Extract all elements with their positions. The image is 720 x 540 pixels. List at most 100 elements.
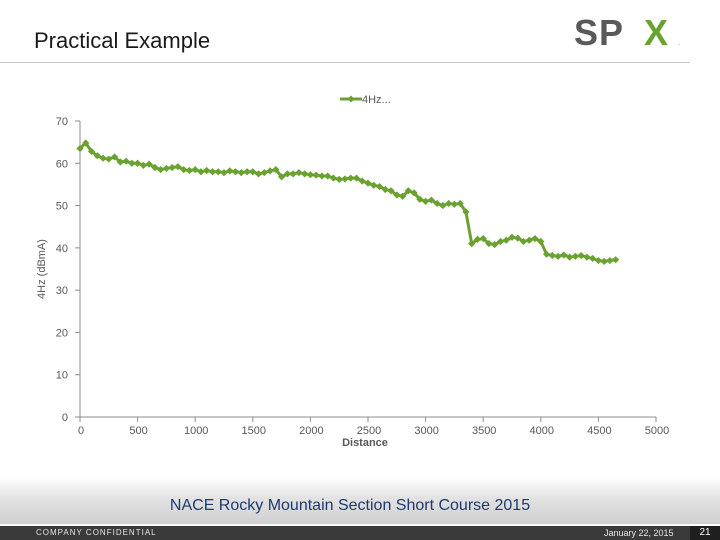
y-tick-label: 0 — [62, 412, 68, 424]
data-point — [422, 197, 430, 205]
data-point — [82, 139, 90, 147]
data-point — [358, 177, 366, 185]
data-point — [249, 168, 257, 176]
data-point — [427, 196, 435, 204]
series-line — [78, 141, 616, 263]
data-point — [410, 189, 418, 197]
data-point — [122, 157, 130, 165]
legend-label: 4Hz... — [362, 94, 391, 106]
data-point — [583, 253, 591, 261]
data-point — [214, 168, 222, 176]
data-point — [519, 237, 528, 246]
data-point — [208, 168, 217, 176]
page-number: 21 — [690, 526, 720, 540]
data-point — [370, 181, 378, 189]
data-point — [99, 154, 107, 162]
data-point — [439, 201, 447, 210]
data-point — [191, 166, 199, 174]
x-tick-label: 1000 — [184, 425, 208, 437]
data-point — [324, 172, 332, 180]
x-tick-label: 5000 — [645, 425, 669, 437]
data-point — [87, 147, 96, 156]
slide-title: Practical Example — [34, 28, 211, 53]
x-tick-label: 500 — [129, 425, 147, 437]
title-divider — [0, 62, 690, 63]
data-point — [180, 166, 188, 174]
y-tick-label: 30 — [56, 285, 68, 297]
data-point — [145, 160, 153, 168]
data-point — [404, 187, 412, 195]
bottom-bar — [0, 526, 720, 540]
confidential-label: COMPANY CONFIDENTIAL — [36, 528, 157, 537]
data-point — [589, 254, 597, 263]
data-point — [375, 182, 384, 191]
data-point — [266, 167, 274, 175]
data-point — [289, 170, 297, 178]
data-point — [341, 175, 349, 183]
y-tick-label: 60 — [56, 158, 68, 170]
x-tick-label: 2500 — [357, 425, 381, 437]
x-tick-label: 2000 — [299, 425, 323, 437]
data-point — [151, 163, 159, 172]
data-point — [542, 250, 551, 258]
chart-legend: 4Hz... — [340, 94, 391, 106]
data-point — [185, 166, 194, 175]
data-point — [393, 191, 401, 199]
y-tick-label: 50 — [56, 201, 68, 213]
spx-logo-graphic: SP X . — [574, 12, 680, 53]
y-tick-label: 40 — [56, 243, 68, 255]
data-point — [525, 236, 533, 244]
chart-plot-area — [76, 139, 620, 265]
data-point — [220, 168, 228, 177]
data-point — [105, 155, 113, 163]
legend-swatch-marker — [347, 95, 355, 103]
data-point — [203, 166, 211, 175]
x-tick-label: 3000 — [414, 425, 438, 437]
data-point — [491, 240, 499, 249]
data-point — [295, 168, 303, 177]
data-point — [174, 163, 182, 171]
data-point — [306, 171, 314, 179]
data-point — [157, 166, 165, 174]
data-point — [571, 252, 579, 260]
data-point — [381, 185, 389, 194]
data-point — [272, 166, 280, 174]
data-point — [110, 153, 119, 161]
data-point — [128, 159, 136, 167]
x-tick-label: 1500 — [242, 425, 266, 437]
data-point — [537, 237, 545, 246]
data-point — [560, 251, 568, 259]
data-point — [531, 234, 539, 243]
data-point — [237, 168, 245, 177]
data-point — [473, 235, 482, 243]
footer-course-title: NACE Rocky Mountain Section Short Course… — [169, 497, 531, 514]
data-point — [134, 159, 142, 167]
data-point — [335, 175, 343, 183]
y-tick-label: 10 — [56, 370, 68, 382]
data-point — [139, 161, 147, 169]
data-point — [243, 168, 251, 176]
data-point — [514, 234, 522, 242]
data-point — [93, 152, 101, 160]
y-axis-title: 4Hz (dBmA) — [36, 239, 48, 299]
data-point — [450, 200, 458, 208]
data-point — [416, 195, 424, 203]
data-point — [577, 251, 585, 260]
data-point — [318, 172, 326, 180]
data-point — [168, 163, 176, 172]
data-point — [462, 208, 470, 216]
data-point — [301, 170, 309, 178]
spx-logo: SP X . — [574, 12, 686, 53]
data-point — [548, 251, 556, 260]
data-point — [312, 171, 320, 179]
data-point — [554, 252, 562, 260]
logo-dot: . — [678, 40, 680, 47]
data-point — [364, 179, 372, 187]
data-point — [508, 233, 516, 241]
y-tick-label: 70 — [56, 116, 68, 128]
data-point — [479, 234, 487, 243]
data-point — [329, 174, 338, 182]
x-tick-label: 0 — [78, 425, 84, 437]
data-point — [398, 192, 407, 200]
